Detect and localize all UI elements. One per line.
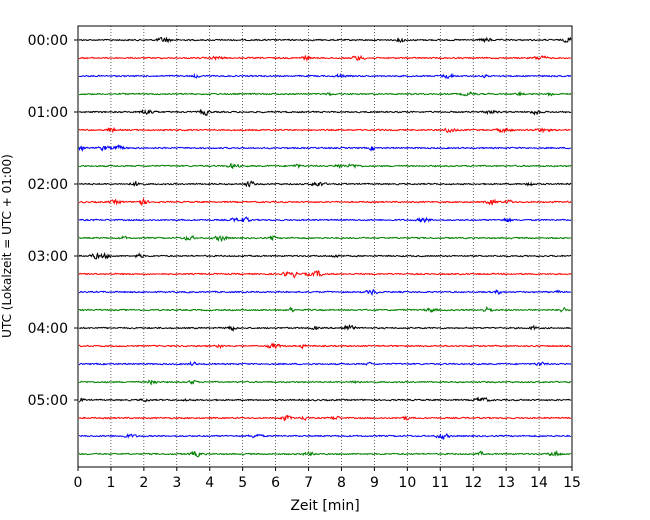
x-tick-label: 9 <box>370 475 379 491</box>
trace-14 <box>78 270 572 279</box>
trace-1 <box>78 36 572 44</box>
x-tick-label: 14 <box>530 475 548 491</box>
plot-frame <box>77 25 573 468</box>
x-tick-label: 10 <box>398 475 416 491</box>
trace-20 <box>78 379 572 386</box>
y-tick-label: 01:00 <box>28 105 68 121</box>
trace-22 <box>78 414 572 422</box>
trace-7 <box>78 144 572 153</box>
trace-15 <box>78 289 572 297</box>
x-tick-label: 1 <box>106 475 115 491</box>
x-tick-label: 8 <box>337 475 346 491</box>
x-tick-label: 3 <box>172 475 181 491</box>
trace-21 <box>78 396 572 403</box>
x-tick-label: 2 <box>139 475 148 491</box>
y-tick-label: 04:00 <box>28 321 68 337</box>
x-tick-label: 0 <box>74 475 83 491</box>
y-tick-label: 00:00 <box>28 33 68 49</box>
y-axis-label: UTC (Lokalzeit = UTC + 01:00) <box>0 154 14 338</box>
x-tick-label: 12 <box>464 475 482 491</box>
trace-3 <box>78 72 572 80</box>
y-tick-label: 03:00 <box>28 249 68 265</box>
x-tick-label: 7 <box>304 475 313 491</box>
trace-9 <box>78 180 572 188</box>
trace-2 <box>78 54 572 63</box>
trace-4 <box>78 90 572 97</box>
x-axis: 0 1 2 3 4 5 6 7 8 9 10 11 12 13 14 15 <box>74 467 581 491</box>
seismic-traces <box>78 36 572 458</box>
x-tick-label: 15 <box>563 475 581 491</box>
y-tick-label: 02:00 <box>28 177 68 193</box>
x-tick-label: 4 <box>205 475 214 491</box>
vertical-grid <box>110 26 540 467</box>
trace-11 <box>78 216 572 223</box>
x-tick-label: 13 <box>497 475 515 491</box>
trace-24 <box>78 449 572 458</box>
trace-16 <box>78 305 572 313</box>
x-tick-label: 5 <box>238 475 247 491</box>
x-tick-label: 6 <box>271 475 280 491</box>
trace-5 <box>78 108 572 117</box>
trace-12 <box>78 235 572 243</box>
x-axis-label: Zeit [min] <box>290 498 359 514</box>
trace-23 <box>78 433 572 441</box>
trace-6 <box>78 126 572 134</box>
y-tick-label: 05:00 <box>28 393 68 409</box>
trace-8 <box>78 162 572 170</box>
trace-18 <box>78 342 572 350</box>
y-axis: 00:00 01:00 02:00 03:00 04:00 05:00 <box>28 33 78 409</box>
trace-17 <box>78 323 572 332</box>
trace-19 <box>78 360 572 367</box>
trace-10 <box>78 197 572 207</box>
trace-13 <box>78 251 572 260</box>
x-tick-label: 11 <box>431 475 449 491</box>
